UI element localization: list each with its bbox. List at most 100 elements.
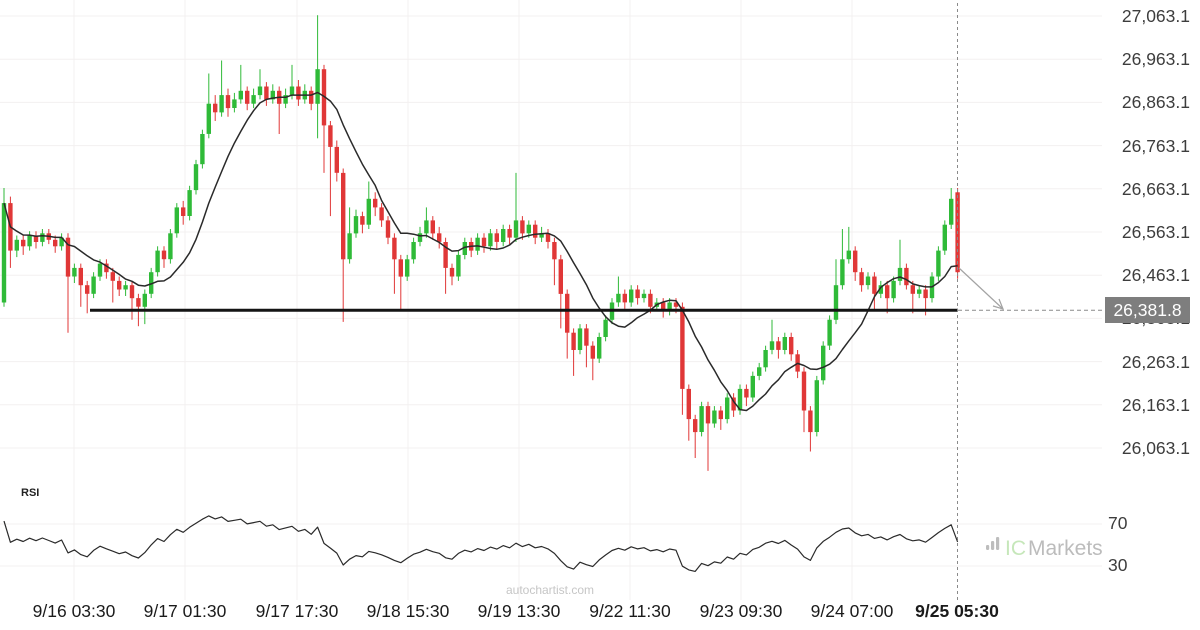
candle-body[interactable] <box>309 90 314 104</box>
candle-body[interactable] <box>373 198 378 208</box>
candle-body[interactable] <box>648 293 653 307</box>
candle-body[interactable] <box>85 285 90 294</box>
candle-body[interactable] <box>334 146 339 173</box>
candle-body[interactable] <box>456 254 461 277</box>
candle-body[interactable] <box>878 285 883 294</box>
candle-body[interactable] <box>865 276 871 286</box>
candle-body[interactable] <box>737 388 743 411</box>
candle-body[interactable] <box>200 134 205 165</box>
candle-body[interactable] <box>552 242 557 260</box>
candle-body[interactable] <box>33 235 39 243</box>
candle-body[interactable] <box>635 289 640 299</box>
candle-body[interactable] <box>846 250 851 260</box>
candle-body[interactable] <box>584 328 589 346</box>
candle-body[interactable] <box>897 267 903 281</box>
candle-body[interactable] <box>181 207 186 216</box>
candle-body[interactable] <box>507 229 512 238</box>
candle-body[interactable] <box>245 90 250 104</box>
candle-body[interactable] <box>136 298 141 307</box>
candle-body[interactable] <box>251 95 256 104</box>
candle-body[interactable] <box>731 397 736 411</box>
candle-body[interactable] <box>827 319 832 346</box>
candle-body[interactable] <box>475 237 480 251</box>
candle-body[interactable] <box>686 388 691 420</box>
candle-body[interactable] <box>891 280 896 299</box>
candle-body[interactable] <box>366 198 371 225</box>
candle-body[interactable] <box>526 224 531 234</box>
candle-body[interactable] <box>91 276 96 294</box>
candle-body[interactable] <box>641 293 647 299</box>
candle-body[interactable] <box>545 233 551 242</box>
candle-body[interactable] <box>328 125 333 147</box>
candle-body[interactable] <box>833 285 839 320</box>
candle-body[interactable] <box>693 419 698 433</box>
candle-body[interactable] <box>782 337 787 350</box>
candle-body[interactable] <box>437 233 442 242</box>
candle-body[interactable] <box>341 172 346 260</box>
candle-body[interactable] <box>840 259 845 286</box>
candle-body[interactable] <box>577 328 583 350</box>
candle-body[interactable] <box>97 263 103 277</box>
candle-body[interactable] <box>40 233 45 242</box>
candle-body[interactable] <box>104 263 109 273</box>
candle-body[interactable] <box>411 242 416 260</box>
candle-body[interactable] <box>193 164 199 191</box>
candle-body[interactable] <box>821 345 826 381</box>
candle-body[interactable] <box>725 397 730 420</box>
candle-body[interactable] <box>78 267 83 286</box>
candle-body[interactable] <box>661 302 666 312</box>
candle-body[interactable] <box>347 233 352 260</box>
candle-body[interactable] <box>789 337 794 355</box>
candle-body[interactable] <box>744 388 749 398</box>
candle-body[interactable] <box>353 216 359 234</box>
candle-body[interactable] <box>885 285 890 299</box>
candle-body[interactable] <box>910 285 915 294</box>
candle-body[interactable] <box>872 276 877 294</box>
candle-body[interactable] <box>814 380 819 432</box>
candle-body[interactable] <box>27 235 32 247</box>
candle-body[interactable] <box>385 220 391 238</box>
candle-body[interactable] <box>405 259 410 277</box>
candle-body[interactable] <box>712 410 717 424</box>
candle-body[interactable] <box>494 233 499 242</box>
candle-body[interactable] <box>763 350 768 368</box>
candle-body[interactable] <box>283 95 288 104</box>
candle-body[interactable] <box>59 237 64 247</box>
candle-body[interactable] <box>853 250 858 273</box>
candle-body[interactable] <box>161 250 167 260</box>
candle-body[interactable] <box>257 86 263 96</box>
candle-body[interactable] <box>1 203 7 303</box>
candle-body[interactable] <box>936 250 941 277</box>
candle-body[interactable] <box>123 285 128 290</box>
candle-body[interactable] <box>110 272 115 281</box>
candle-body[interactable] <box>398 259 403 277</box>
candle-body[interactable] <box>923 289 928 299</box>
candle-body[interactable] <box>769 341 775 350</box>
candle-body[interactable] <box>616 293 621 303</box>
candle-body[interactable] <box>14 239 19 251</box>
candle-body[interactable] <box>168 233 173 260</box>
candle-body[interactable] <box>520 220 525 234</box>
candle-body[interactable] <box>213 103 218 113</box>
candle-body[interactable] <box>155 250 160 273</box>
candle-body[interactable] <box>206 103 211 134</box>
candle-body[interactable] <box>53 239 58 247</box>
candle-body[interactable] <box>481 237 487 247</box>
candle-body[interactable] <box>360 216 365 225</box>
candle-body[interactable] <box>72 267 77 277</box>
candle-body[interactable] <box>289 86 295 96</box>
candle-body[interactable] <box>808 410 813 433</box>
candle-body[interactable] <box>117 280 122 290</box>
candle-body[interactable] <box>21 239 26 247</box>
candle-body[interactable] <box>219 95 224 113</box>
candle-body[interactable] <box>424 220 429 234</box>
candle-body[interactable] <box>622 293 627 303</box>
candle-body[interactable] <box>462 242 467 255</box>
candle-body[interactable] <box>149 272 154 294</box>
candle-body[interactable] <box>603 319 608 337</box>
candle-body[interactable] <box>539 233 544 238</box>
candle-body[interactable] <box>801 371 807 411</box>
candle-body[interactable] <box>705 406 711 424</box>
candle-body[interactable] <box>629 289 634 303</box>
